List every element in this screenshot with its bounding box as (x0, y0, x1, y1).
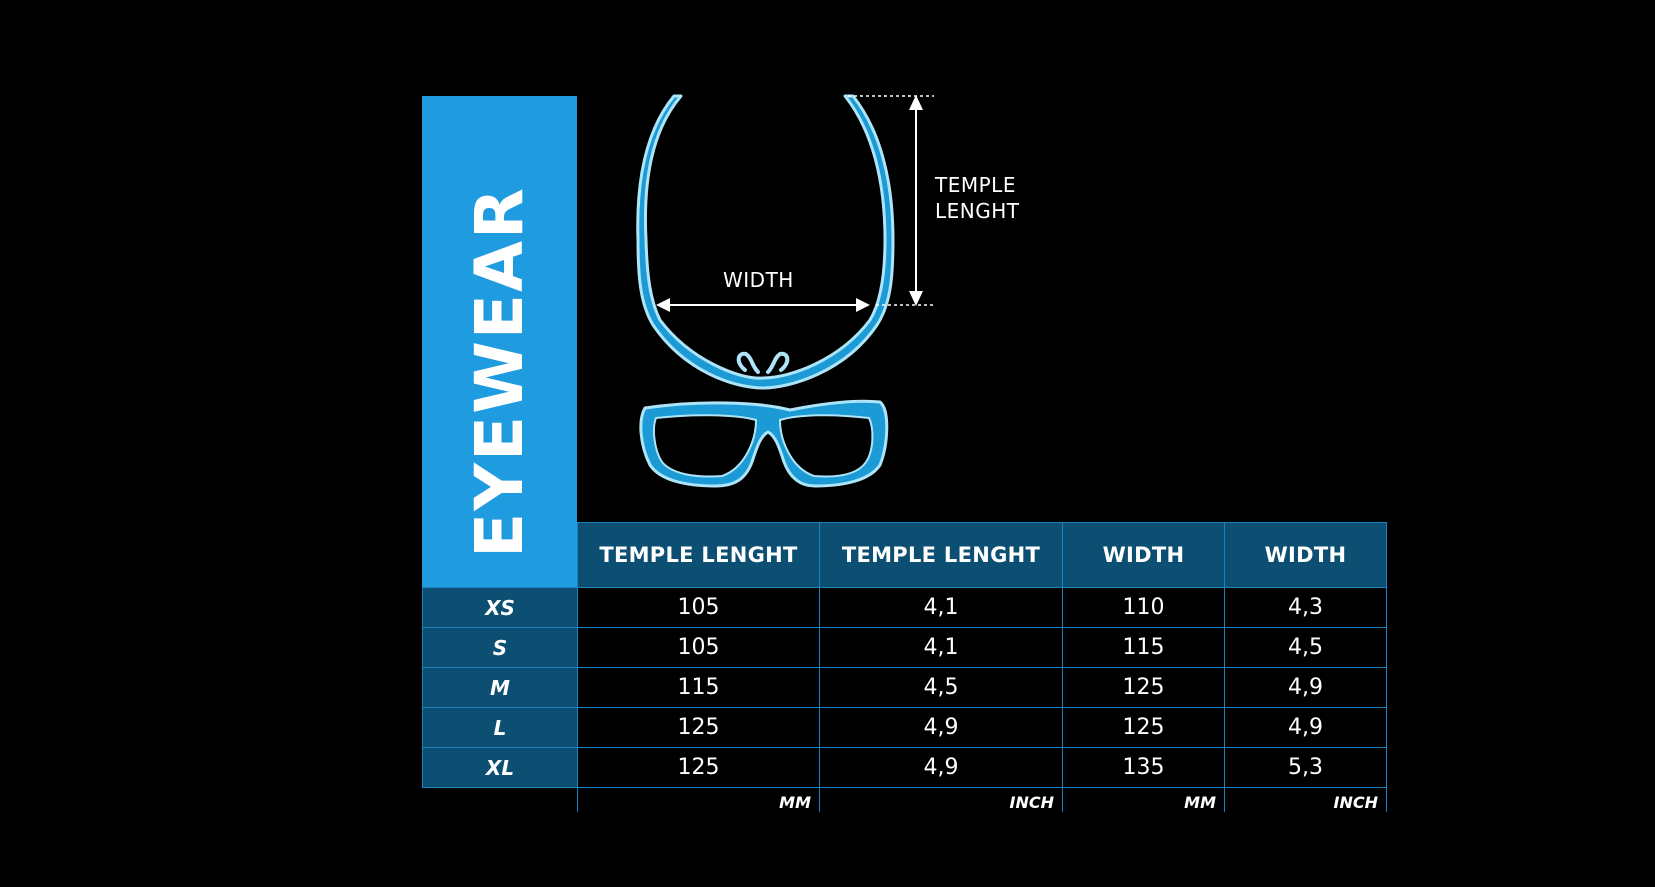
table-row: L 125 4,9 125 4,9 (422, 707, 1387, 748)
table-cell: 4,5 (1224, 627, 1387, 668)
table-cell: 105 (577, 587, 820, 628)
table-cell: 125 (577, 707, 820, 748)
width-label: WIDTH (723, 268, 794, 292)
table-cell: 4,5 (819, 667, 1063, 708)
unit-label-inch: INCH (819, 787, 1063, 812)
table-cell: 4,9 (1224, 707, 1387, 748)
size-label: XL (422, 747, 578, 788)
temple-label-line2: LENGHT (935, 199, 1020, 223)
table-cell: 4,1 (819, 627, 1063, 668)
table-header-row: TEMPLE LENGHT TEMPLE LENGHT WIDTH WIDTH (423, 522, 1387, 588)
size-label: L (422, 707, 578, 748)
table-cell: 4,3 (1224, 587, 1387, 628)
size-table: TEMPLE LENGHT TEMPLE LENGHT WIDTH WIDTH … (422, 522, 1387, 812)
header-width-inch: WIDTH (1224, 522, 1387, 588)
unit-label-mm: MM (1062, 787, 1225, 812)
size-label: M (422, 667, 578, 708)
table-cell: 5,3 (1224, 747, 1387, 788)
table-cell: 115 (1062, 627, 1225, 668)
size-label: S (422, 627, 578, 668)
temple-label-line1: TEMPLE (935, 173, 1016, 197)
table-corner (423, 523, 578, 588)
table-cell: 4,9 (819, 707, 1063, 748)
table-cell: 135 (1062, 747, 1225, 788)
table-row: S 105 4,1 115 4,5 (422, 627, 1387, 668)
temple-length-label: TEMPLE LENGHT (935, 172, 1020, 224)
table-cell: 105 (577, 627, 820, 668)
header-width-mm: WIDTH (1062, 522, 1225, 588)
width-dimension-arrow (656, 298, 870, 312)
temple-length-dimension-arrow (848, 95, 934, 306)
units-row: MM INCH MM INCH (422, 787, 1387, 812)
table-row: M 115 4,5 125 4,9 (422, 667, 1387, 708)
units-corner (422, 787, 578, 812)
header-temple-length-mm: TEMPLE LENGHT (577, 522, 820, 588)
size-label: XS (422, 587, 578, 628)
table-cell: 110 (1062, 587, 1225, 628)
table-cell: 125 (577, 747, 820, 788)
glasses-top-view-icon (636, 94, 895, 390)
table-cell: 125 (1062, 707, 1225, 748)
table-cell: 115 (577, 667, 820, 708)
eyewear-side-panel (422, 96, 577, 588)
table-cell: 4,9 (1224, 667, 1387, 708)
glasses-front-view-icon (639, 399, 889, 488)
table-row: XS 105 4,1 110 4,3 (422, 587, 1387, 628)
header-temple-length-inch: TEMPLE LENGHT (819, 522, 1063, 588)
table-cell: 125 (1062, 667, 1225, 708)
unit-label-mm: MM (577, 787, 820, 812)
table-cell: 4,9 (819, 747, 1063, 788)
unit-label-inch: INCH (1224, 787, 1387, 812)
table-row: XL 125 4,9 135 5,3 (422, 747, 1387, 788)
table-cell: 4,1 (819, 587, 1063, 628)
